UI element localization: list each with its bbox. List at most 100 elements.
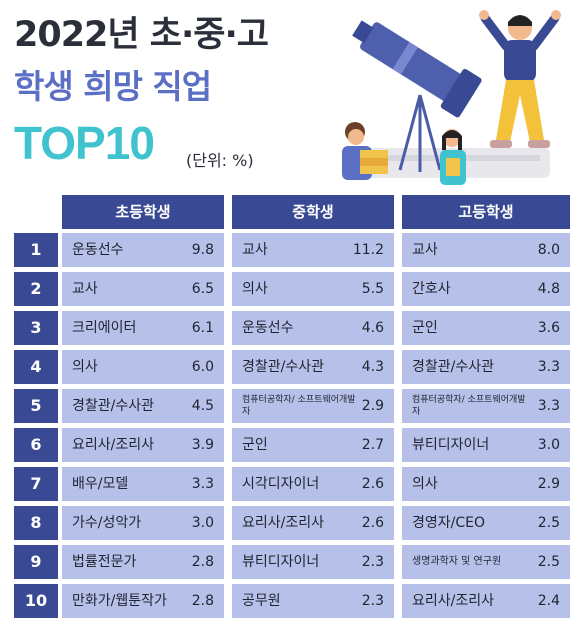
header-row: 초등학생 중학생 고등학생 xyxy=(14,195,570,229)
title-line2: 학생 희망 직업 xyxy=(14,67,212,106)
rank-cell: 10 xyxy=(14,584,58,618)
high-cell: 의사 2.9 xyxy=(402,467,570,501)
rank-cell: 6 xyxy=(14,428,58,462)
job-name: 군인 xyxy=(412,320,438,336)
job-value: 2.5 xyxy=(537,554,560,570)
job-value: 2.8 xyxy=(191,593,214,609)
job-name: 시각디자이너 xyxy=(242,476,320,492)
table-row: 4 의사 6.0 경찰관/수사관 4.3 경찰관/수사관 3.3 xyxy=(14,350,570,384)
job-name: 군인 xyxy=(242,437,268,453)
job-value: 2.3 xyxy=(361,554,384,570)
high-cell: 뷰티디자이너 3.0 xyxy=(402,428,570,462)
middle-cell: 운동선수 4.6 xyxy=(232,311,394,345)
job-name: 요리사/조리사 xyxy=(72,437,154,453)
job-value: 6.0 xyxy=(191,359,214,375)
high-cell: 요리사/조리사 2.4 xyxy=(402,584,570,618)
job-name: 요리사/조리사 xyxy=(242,515,324,531)
table-row: 9 법률전문가 2.8 뷰티디자이너 2.3 생명과학자 및 연구원 2.5 xyxy=(14,545,570,579)
rank-cell: 2 xyxy=(14,272,58,306)
rank-cell: 9 xyxy=(14,545,58,579)
job-name: 운동선수 xyxy=(242,320,294,336)
job-name: 컴퓨터공학자/ 소프트웨어개발자 xyxy=(242,395,356,417)
middle-cell: 컴퓨터공학자/ 소프트웨어개발자 2.9 xyxy=(232,389,394,423)
job-value: 3.9 xyxy=(191,437,214,453)
elementary-cell: 배우/모델 3.3 xyxy=(62,467,224,501)
job-name: 공무원 xyxy=(242,593,281,609)
high-cell: 간호사 4.8 xyxy=(402,272,570,306)
rank-cell: 3 xyxy=(14,311,58,345)
job-value: 4.8 xyxy=(537,281,560,297)
rank-cell: 7 xyxy=(14,467,58,501)
middle-cell: 요리사/조리사 2.6 xyxy=(232,506,394,540)
elementary-cell: 만화가/웹툰작가 2.8 xyxy=(62,584,224,618)
unit-label: (단위: %) xyxy=(186,151,254,170)
job-value: 2.5 xyxy=(537,515,560,531)
elementary-cell: 의사 6.0 xyxy=(62,350,224,384)
telescope-students-illustration xyxy=(342,10,561,185)
rank-cell: 4 xyxy=(14,350,58,384)
job-value: 6.5 xyxy=(191,281,214,297)
job-name: 교사 xyxy=(242,242,268,258)
high-cell: 생명과학자 및 연구원 2.5 xyxy=(402,545,570,579)
job-value: 4.6 xyxy=(361,320,384,336)
job-name: 가수/성악가 xyxy=(72,515,142,531)
job-value: 8.0 xyxy=(537,242,560,258)
elementary-cell: 경찰관/수사관 4.5 xyxy=(62,389,224,423)
table-row: 8 가수/성악가 3.0 요리사/조리사 2.6 경영자/CEO 2.5 xyxy=(14,506,570,540)
job-value: 2.3 xyxy=(361,593,384,609)
elementary-cell: 법률전문가 2.8 xyxy=(62,545,224,579)
job-name: 경영자/CEO xyxy=(412,515,485,531)
title-line3: TOP10 xyxy=(14,117,155,169)
job-name: 배우/모델 xyxy=(72,476,129,492)
job-value: 3.6 xyxy=(537,320,560,336)
job-value: 2.9 xyxy=(537,476,560,492)
job-name: 의사 xyxy=(242,281,268,297)
elementary-cell: 크리에이터 6.1 xyxy=(62,311,224,345)
rank-cell: 8 xyxy=(14,506,58,540)
job-name: 교사 xyxy=(72,281,98,297)
job-name: 법률전문가 xyxy=(72,554,137,570)
job-name: 경찰관/수사관 xyxy=(72,398,154,414)
middle-cell: 경찰관/수사관 4.3 xyxy=(232,350,394,384)
job-value: 3.3 xyxy=(537,359,560,375)
table-row: 5 경찰관/수사관 4.5 컴퓨터공학자/ 소프트웨어개발자 2.9 컴퓨터공학자/… xyxy=(14,389,570,423)
job-name: 의사 xyxy=(412,476,438,492)
job-value: 11.2 xyxy=(352,242,384,258)
header-high: 고등학생 xyxy=(402,195,570,229)
job-value: 4.3 xyxy=(361,359,384,375)
job-name: 교사 xyxy=(412,242,438,258)
table-row: 3 크리에이터 6.1 운동선수 4.6 군인 3.6 xyxy=(14,311,570,345)
career-table: 초등학생 중학생 고등학생 1 운동선수 9.8 교사 11.2 교사 8.0 2 교… xyxy=(14,195,570,623)
job-value: 2.6 xyxy=(361,476,384,492)
job-name: 운동선수 xyxy=(72,242,124,258)
job-value: 9.8 xyxy=(191,242,214,258)
table-row: 1 운동선수 9.8 교사 11.2 교사 8.0 xyxy=(14,233,570,267)
job-name: 컴퓨터공학자/ 소프트웨어개발자 xyxy=(412,395,526,417)
job-value: 6.1 xyxy=(191,320,214,336)
job-value: 3.3 xyxy=(191,476,214,492)
job-value: 2.4 xyxy=(537,593,560,609)
elementary-cell: 요리사/조리사 3.9 xyxy=(62,428,224,462)
table-row: 6 요리사/조리사 3.9 군인 2.7 뷰티디자이너 3.0 xyxy=(14,428,570,462)
high-cell: 컴퓨터공학자/ 소프트웨어개발자 3.3 xyxy=(402,389,570,423)
middle-cell: 시각디자이너 2.6 xyxy=(232,467,394,501)
middle-cell: 의사 5.5 xyxy=(232,272,394,306)
job-value: 3.3 xyxy=(537,398,560,414)
table-row: 10 만화가/웹툰작가 2.8 공무원 2.3 요리사/조리사 2.4 xyxy=(14,584,570,618)
job-name: 경찰관/수사관 xyxy=(412,359,494,375)
job-value: 2.8 xyxy=(191,554,214,570)
job-name: 뷰티디자이너 xyxy=(412,437,490,453)
rank-cell: 1 xyxy=(14,233,58,267)
job-name: 의사 xyxy=(72,359,98,375)
high-cell: 경영자/CEO 2.5 xyxy=(402,506,570,540)
job-name: 간호사 xyxy=(412,281,451,297)
job-name: 경찰관/수사관 xyxy=(242,359,324,375)
high-cell: 군인 3.6 xyxy=(402,311,570,345)
table-row: 7 배우/모델 3.3 시각디자이너 2.6 의사 2.9 xyxy=(14,467,570,501)
job-value: 3.0 xyxy=(537,437,560,453)
job-value: 2.6 xyxy=(361,515,384,531)
job-value: 2.7 xyxy=(361,437,384,453)
job-value: 4.5 xyxy=(191,398,214,414)
job-value: 3.0 xyxy=(191,515,214,531)
elementary-cell: 운동선수 9.8 xyxy=(62,233,224,267)
